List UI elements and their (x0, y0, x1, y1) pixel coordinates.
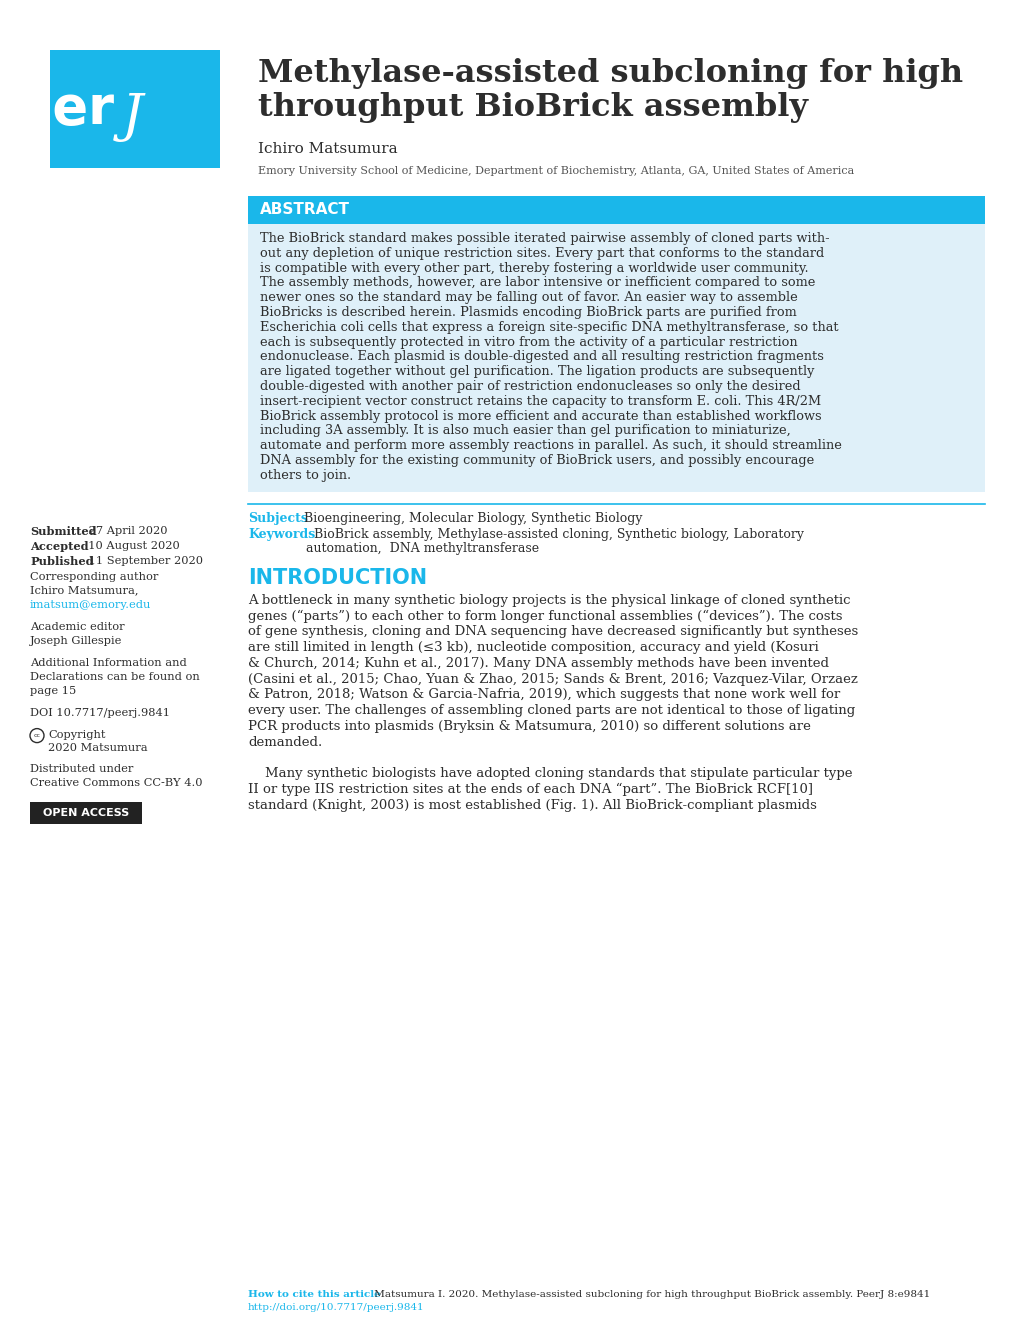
Text: of gene synthesis, cloning and DNA sequencing have decreased significantly but s: of gene synthesis, cloning and DNA seque… (248, 626, 857, 638)
Text: 11 September 2020: 11 September 2020 (85, 556, 203, 565)
Text: (Casini et al., 2015; Chao, Yuan & Zhao, 2015; Sands & Brent, 2016; Vazquez-Vila: (Casini et al., 2015; Chao, Yuan & Zhao,… (248, 673, 857, 685)
Text: Peer: Peer (0, 83, 114, 135)
FancyBboxPatch shape (50, 50, 220, 168)
Text: Emory University School of Medicine, Department of Biochemistry, Atlanta, GA, Un: Emory University School of Medicine, Dep… (258, 166, 854, 176)
Text: cc: cc (34, 733, 41, 738)
Text: Submitted: Submitted (30, 525, 97, 537)
Text: ABSTRACT: ABSTRACT (260, 202, 350, 218)
Text: II or type IIS restriction sites at the ends of each DNA “part”. The BioBrick RC: II or type IIS restriction sites at the … (248, 783, 812, 796)
Text: The assembly methods, however, are labor intensive or inefficient compared to so: The assembly methods, however, are labor… (260, 276, 814, 289)
Text: DNA assembly for the existing community of BioBrick users, and possibly encourag: DNA assembly for the existing community … (260, 454, 813, 467)
Text: Academic editor: Academic editor (30, 622, 124, 631)
Text: Accepted: Accepted (30, 541, 89, 552)
FancyBboxPatch shape (248, 224, 984, 491)
Text: throughput BioBrick assembly: throughput BioBrick assembly (258, 92, 807, 123)
Text: every user. The challenges of assembling cloned parts are not identical to those: every user. The challenges of assembling… (248, 704, 854, 717)
Text: demanded.: demanded. (248, 735, 322, 748)
Text: Joseph Gillespie: Joseph Gillespie (30, 636, 122, 645)
Text: others to join.: others to join. (260, 469, 351, 482)
Text: Corresponding author: Corresponding author (30, 572, 158, 582)
Text: Additional Information and: Additional Information and (30, 657, 186, 668)
Text: & Church, 2014; Kuhn et al., 2017). Many DNA assembly methods have been invented: & Church, 2014; Kuhn et al., 2017). Many… (248, 657, 828, 669)
Text: PCR products into plasmids (Bryksin & Matsumura, 2010) so different solutions ar: PCR products into plasmids (Bryksin & Ma… (248, 719, 810, 733)
Text: Many synthetic biologists have adopted cloning standards that stipulate particul: Many synthetic biologists have adopted c… (248, 767, 852, 780)
FancyBboxPatch shape (248, 195, 984, 224)
Text: J: J (121, 91, 143, 141)
Text: double-digested with another pair of restriction endonucleases so only the desir: double-digested with another pair of res… (260, 380, 800, 393)
Text: imatsum@emory.edu: imatsum@emory.edu (30, 599, 151, 610)
Text: standard (Knight, 2003) is most established (Fig. 1). All BioBrick-compliant pla: standard (Knight, 2003) is most establis… (248, 799, 816, 812)
Text: DOI 10.7717/peerj.9841: DOI 10.7717/peerj.9841 (30, 708, 170, 718)
Text: Bioengineering, Molecular Biology, Synthetic Biology: Bioengineering, Molecular Biology, Synth… (300, 512, 642, 524)
Text: Ichiro Matsumura: Ichiro Matsumura (258, 143, 397, 156)
FancyBboxPatch shape (30, 801, 142, 824)
Text: newer ones so the standard may be falling out of favor. An easier way to assembl: newer ones so the standard may be fallin… (260, 292, 797, 304)
Text: endonuclease. Each plasmid is double-digested and all resulting restriction frag: endonuclease. Each plasmid is double-dig… (260, 350, 823, 363)
Text: Subjects: Subjects (248, 512, 308, 524)
Text: INTRODUCTION: INTRODUCTION (248, 568, 427, 587)
Text: The BioBrick standard makes possible iterated pairwise assembly of cloned parts : The BioBrick standard makes possible ite… (260, 232, 828, 246)
Text: 10 August 2020: 10 August 2020 (81, 541, 179, 550)
Text: BioBrick assembly protocol is more efficient and accurate than established workf: BioBrick assembly protocol is more effic… (260, 409, 821, 422)
Text: How to cite this article: How to cite this article (248, 1290, 380, 1299)
Text: automate and perform more assembly reactions in parallel. As such, it should str: automate and perform more assembly react… (260, 440, 841, 453)
Text: are still limited in length (≤3 kb), nucleotide composition, accuracy and yield : are still limited in length (≤3 kb), nuc… (248, 642, 818, 653)
Text: & Patron, 2018; Watson & Garcia-Nafria, 2019), which suggests that none work wel: & Patron, 2018; Watson & Garcia-Nafria, … (248, 689, 840, 701)
Text: Escherichia coli cells that express a foreign site-specific DNA methyltransferas: Escherichia coli cells that express a fo… (260, 321, 838, 334)
Text: Published: Published (30, 556, 94, 566)
Text: page 15: page 15 (30, 685, 76, 696)
Text: BioBricks is described herein. Plasmids encoding BioBrick parts are purified fro: BioBricks is described herein. Plasmids … (260, 306, 796, 319)
Text: Matsumura I. 2020. Methylase-assisted subcloning for high throughput BioBrick as: Matsumura I. 2020. Methylase-assisted su… (371, 1290, 929, 1299)
Text: Keywords: Keywords (248, 528, 315, 541)
Text: are ligated together without gel purification. The ligation products are subsequ: are ligated together without gel purific… (260, 366, 813, 379)
Text: A bottleneck in many synthetic biology projects is the physical linkage of clone: A bottleneck in many synthetic biology p… (248, 594, 850, 607)
Text: genes (“parts”) to each other to form longer functional assemblies (“devices”). : genes (“parts”) to each other to form lo… (248, 610, 842, 623)
Text: including 3A assembly. It is also much easier than gel purification to miniaturi: including 3A assembly. It is also much e… (260, 425, 790, 437)
Text: each is subsequently protected in vitro from the activity of a particular restri: each is subsequently protected in vitro … (260, 335, 797, 348)
Text: is compatible with every other part, thereby fostering a worldwide user communit: is compatible with every other part, the… (260, 261, 808, 275)
Text: http://doi.org/10.7717/peerj.9841: http://doi.org/10.7717/peerj.9841 (248, 1303, 424, 1312)
Text: Distributed under: Distributed under (30, 763, 133, 774)
Text: 2020 Matsumura: 2020 Matsumura (48, 743, 148, 752)
Text: Creative Commons CC-BY 4.0: Creative Commons CC-BY 4.0 (30, 777, 203, 788)
Text: 27 April 2020: 27 April 2020 (85, 525, 167, 536)
Text: automation,  DNA methyltransferase: automation, DNA methyltransferase (306, 541, 539, 554)
Text: BioBrick assembly, Methylase-assisted cloning, Synthetic biology, Laboratory: BioBrick assembly, Methylase-assisted cl… (306, 528, 803, 541)
Text: Copyright: Copyright (48, 730, 105, 739)
Text: insert-recipient vector construct retains the capacity to transform E. coli. Thi: insert-recipient vector construct retain… (260, 395, 820, 408)
Text: out any depletion of unique restriction sites. Every part that conforms to the s: out any depletion of unique restriction … (260, 247, 823, 260)
Text: Ichiro Matsumura,: Ichiro Matsumura, (30, 586, 139, 595)
Text: Declarations can be found on: Declarations can be found on (30, 672, 200, 681)
Text: OPEN ACCESS: OPEN ACCESS (43, 808, 129, 817)
Text: Methylase-assisted subcloning for high: Methylase-assisted subcloning for high (258, 58, 962, 88)
